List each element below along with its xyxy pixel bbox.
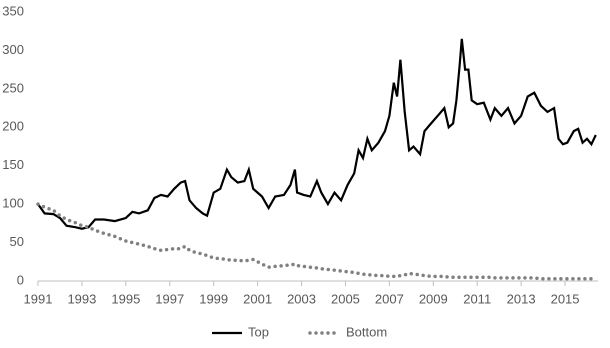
y-tick-label: 100	[2, 196, 24, 211]
x-tick-label: 2001	[243, 291, 272, 306]
y-tick-label: 250	[2, 80, 24, 95]
series-line	[37, 38, 597, 230]
x-tick-label: 2015	[551, 291, 580, 306]
x-tick-label: 1997	[155, 291, 184, 306]
x-tick-label: 2007	[375, 291, 404, 306]
y-tick-label: 300	[2, 42, 24, 57]
x-tick-label: 1995	[111, 291, 140, 306]
x-tick-label: 1999	[199, 291, 228, 306]
x-tick-label: 1991	[24, 291, 53, 306]
y-tick-label: 200	[2, 119, 24, 134]
legend-label: Top	[248, 324, 269, 339]
x-tick-label: 1993	[67, 291, 96, 306]
x-tick-label: 2005	[331, 291, 360, 306]
y-tick-label: 150	[2, 157, 24, 172]
y-tick-label: 0	[17, 272, 24, 287]
y-tick-label: 50	[10, 234, 24, 249]
x-tick-label: 2011	[463, 291, 491, 306]
legend-label: Bottom	[346, 324, 387, 339]
x-tick-label: 2003	[287, 291, 316, 306]
y-tick-label: 350	[2, 3, 24, 18]
x-tick-label: 2009	[419, 291, 448, 306]
series-line	[36, 202, 598, 281]
x-tick-label: 2013	[507, 291, 536, 306]
